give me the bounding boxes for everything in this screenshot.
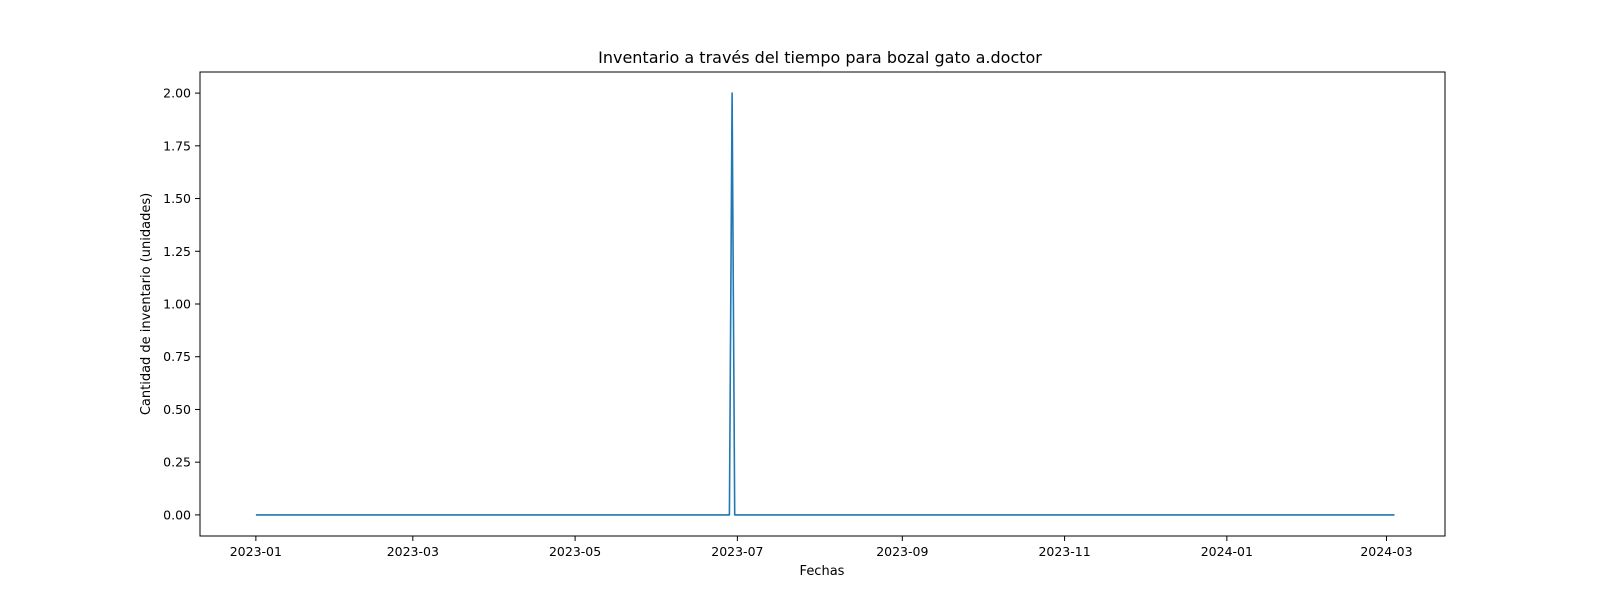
y-tick-label: 1.25	[163, 244, 191, 259]
x-tick-label: 2023-09	[876, 544, 928, 559]
x-axis-ticks: 2023-01 2023-03 2023-05 2023-07 2023-09 2023-…	[230, 536, 1413, 559]
y-tick-label: 0.00	[163, 507, 191, 522]
x-tick-label: 2023-11	[1038, 544, 1090, 559]
y-tick-label: 0.50	[163, 402, 191, 417]
series-layer	[255, 92, 1395, 516]
y-tick-label: 0.75	[163, 349, 191, 364]
x-tick-label: 2023-07	[711, 544, 763, 559]
x-tick-label: 2024-01	[1201, 544, 1253, 559]
y-tick-label: 2.00	[163, 86, 191, 101]
x-axis-label: Fechas	[800, 564, 845, 579]
chart-title: Inventario a través del tiempo para boza…	[598, 48, 1042, 67]
x-tick-label: 2023-05	[549, 544, 601, 559]
plot-frame	[199, 71, 1446, 537]
y-tick-label: 1.00	[163, 297, 191, 312]
y-axis-label: Cantidad de inventario (unidades)	[139, 193, 154, 415]
x-tick-label: 2024-03	[1360, 544, 1412, 559]
plot-area	[199, 71, 1446, 537]
x-tick-label: 2023-03	[387, 544, 439, 559]
series-line	[255, 92, 1395, 516]
x-tick-label: 2023-01	[230, 544, 282, 559]
y-axis-ticks: 0.00 0.25 0.50 0.75 1.00 1.25 1.50 1.75 2.00	[163, 86, 200, 522]
y-tick-label: 1.75	[163, 138, 191, 153]
y-tick-label: 1.50	[163, 191, 191, 206]
y-tick-label: 0.25	[163, 455, 191, 470]
